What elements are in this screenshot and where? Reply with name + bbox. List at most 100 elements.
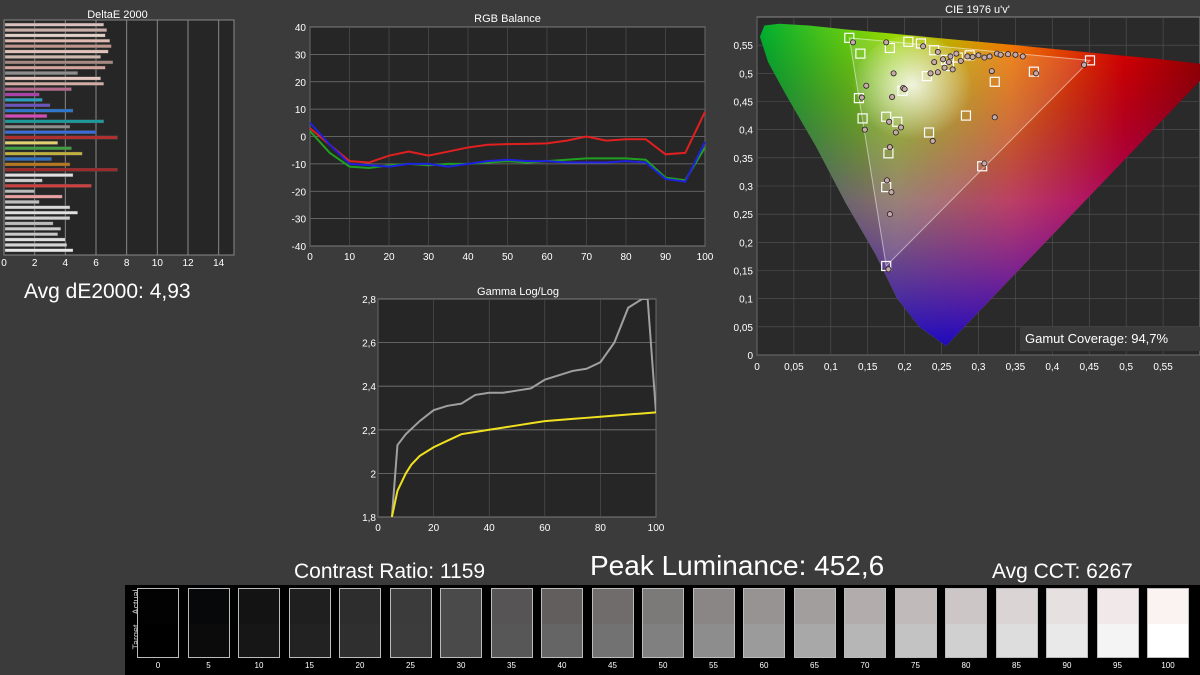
y-tick-label: 0,25 [734, 210, 754, 221]
ramp-target-swatch [138, 624, 178, 657]
x-tick-label: 0,45 [1080, 362, 1100, 373]
x-tick-label: 100 [697, 252, 714, 263]
x-tick-label: 2 [32, 258, 38, 269]
ramp-level-label: 10 [254, 661, 264, 670]
x-tick-label: 70 [581, 252, 593, 263]
x-tick-label: 0,3 [972, 362, 986, 373]
measured-point [975, 52, 982, 59]
ramp-cell [692, 588, 735, 658]
ramp-target-swatch [996, 624, 1037, 657]
delta-e-bar [4, 162, 71, 167]
delta-e-bar [4, 221, 54, 226]
ramp-level-label: 20 [355, 661, 365, 670]
delta-e-bar [4, 87, 72, 91]
ramp-cell [288, 588, 331, 658]
ramp-target-swatch [188, 624, 229, 657]
measured-point [927, 70, 934, 77]
y-tick-label: 0,3 [739, 182, 753, 193]
ramp-level-label: 90 [1062, 661, 1072, 670]
y-tick-label: 10 [295, 105, 307, 116]
y-tick-label: 0,45 [734, 98, 754, 109]
ramp-cell [1096, 588, 1139, 658]
delta-e-bar [4, 141, 58, 145]
measured-point [986, 53, 993, 60]
delta-e-bar [4, 200, 40, 204]
ramp-cell [238, 588, 280, 658]
delta-e-bar [4, 167, 118, 172]
gamma-series-line [390, 411, 656, 517]
rgb-balance-title: RGB Balance [474, 13, 541, 25]
measured-point [901, 86, 908, 93]
ramp-actual-swatch [1148, 589, 1188, 624]
measured-point [997, 51, 1004, 58]
target-square [881, 111, 892, 122]
grayscale-ramp: Actual Target 0 5 10 15 20 25 30 35 40 45 50 55 60 65… [125, 585, 1200, 675]
x-tick-label: 0 [1, 258, 7, 269]
x-tick-label: 60 [541, 252, 553, 263]
ramp-target-swatch [340, 624, 380, 657]
ramp-target-swatch [794, 624, 835, 657]
y-tick-label: 0,1 [739, 295, 753, 306]
ramp-cell [642, 588, 684, 658]
measured-point [1081, 61, 1088, 68]
x-tick-label: 0,4 [1045, 362, 1059, 373]
gamut-coverage-label: Gamut Coverage: 94,7% [1020, 327, 1200, 351]
x-tick-label: 100 [648, 523, 665, 534]
y-tick-label: 30 [295, 50, 307, 61]
gamut-triangle [848, 37, 1092, 268]
ramp-target-swatch [289, 624, 330, 657]
ramp-level-label: 75 [911, 661, 920, 670]
measured-point [892, 129, 899, 136]
delta-e-bar [4, 227, 61, 231]
y-tick-label: 0,5 [739, 69, 753, 80]
measured-point [883, 177, 890, 184]
rgb-series-line [309, 122, 706, 183]
rgb-balance-chart: -40 -30 -20 -10 0 10 20 30 40 0 10 20 30 40 50 60 70 80 90… [292, 23, 714, 263]
ramp-target-swatch [1097, 624, 1138, 657]
ramp-actual-swatch [996, 589, 1037, 624]
ramp-cell [1046, 588, 1088, 658]
delta-e-bar [4, 157, 52, 161]
ramp-cell [743, 588, 785, 658]
measured-point [849, 39, 856, 46]
x-tick-label: 6 [93, 258, 99, 269]
contrast-ratio-label: Contrast Ratio: 1159 [294, 560, 486, 583]
measured-point [1033, 70, 1040, 77]
ramp-actual-swatch [188, 589, 229, 624]
y-tick-label: 20 [295, 78, 307, 89]
ramp-cell [591, 588, 634, 658]
measured-point [920, 43, 927, 50]
ramp-level-label: 55 [709, 661, 718, 670]
target-square [857, 113, 868, 124]
measured-point [991, 114, 998, 121]
delta-e-bar [4, 232, 58, 236]
ramp-level-label: 85 [1012, 661, 1021, 670]
ramp-target-swatch [239, 624, 279, 657]
x-tick-label: 20 [428, 523, 440, 534]
measured-point [889, 93, 896, 100]
measured-point [861, 126, 868, 133]
ramp-actual-swatch [946, 589, 986, 624]
gamma-title: Gamma Log/Log [477, 286, 559, 298]
x-tick-label: 0,25 [932, 362, 952, 373]
ramp-cell [440, 588, 482, 658]
measured-point [858, 94, 865, 101]
ramp-actual-swatch [895, 589, 936, 624]
plot-area [377, 298, 657, 518]
ramp-level-label: 100 [1161, 661, 1175, 670]
x-tick-label: 0 [754, 362, 760, 373]
ramp-level-label: 95 [1113, 661, 1122, 670]
y-tick-label: 0,05 [734, 323, 754, 334]
ramp-actual-swatch [542, 589, 582, 624]
delta-e-bar [4, 124, 71, 129]
ramp-target-swatch [744, 624, 784, 657]
ramp-actual-swatch [592, 589, 633, 624]
delta-e-chart: 0 2 4 6 8 10 12 14 [1, 19, 235, 269]
ramp-target-swatch [390, 624, 431, 657]
target-square [923, 127, 935, 138]
delta-e-bar [4, 216, 71, 220]
y-tick-label: 0,55 [734, 41, 754, 52]
measured-point [886, 144, 893, 151]
measured-point [890, 70, 897, 77]
peak-luminance-label: Peak Luminance: 452,6 [590, 550, 885, 581]
